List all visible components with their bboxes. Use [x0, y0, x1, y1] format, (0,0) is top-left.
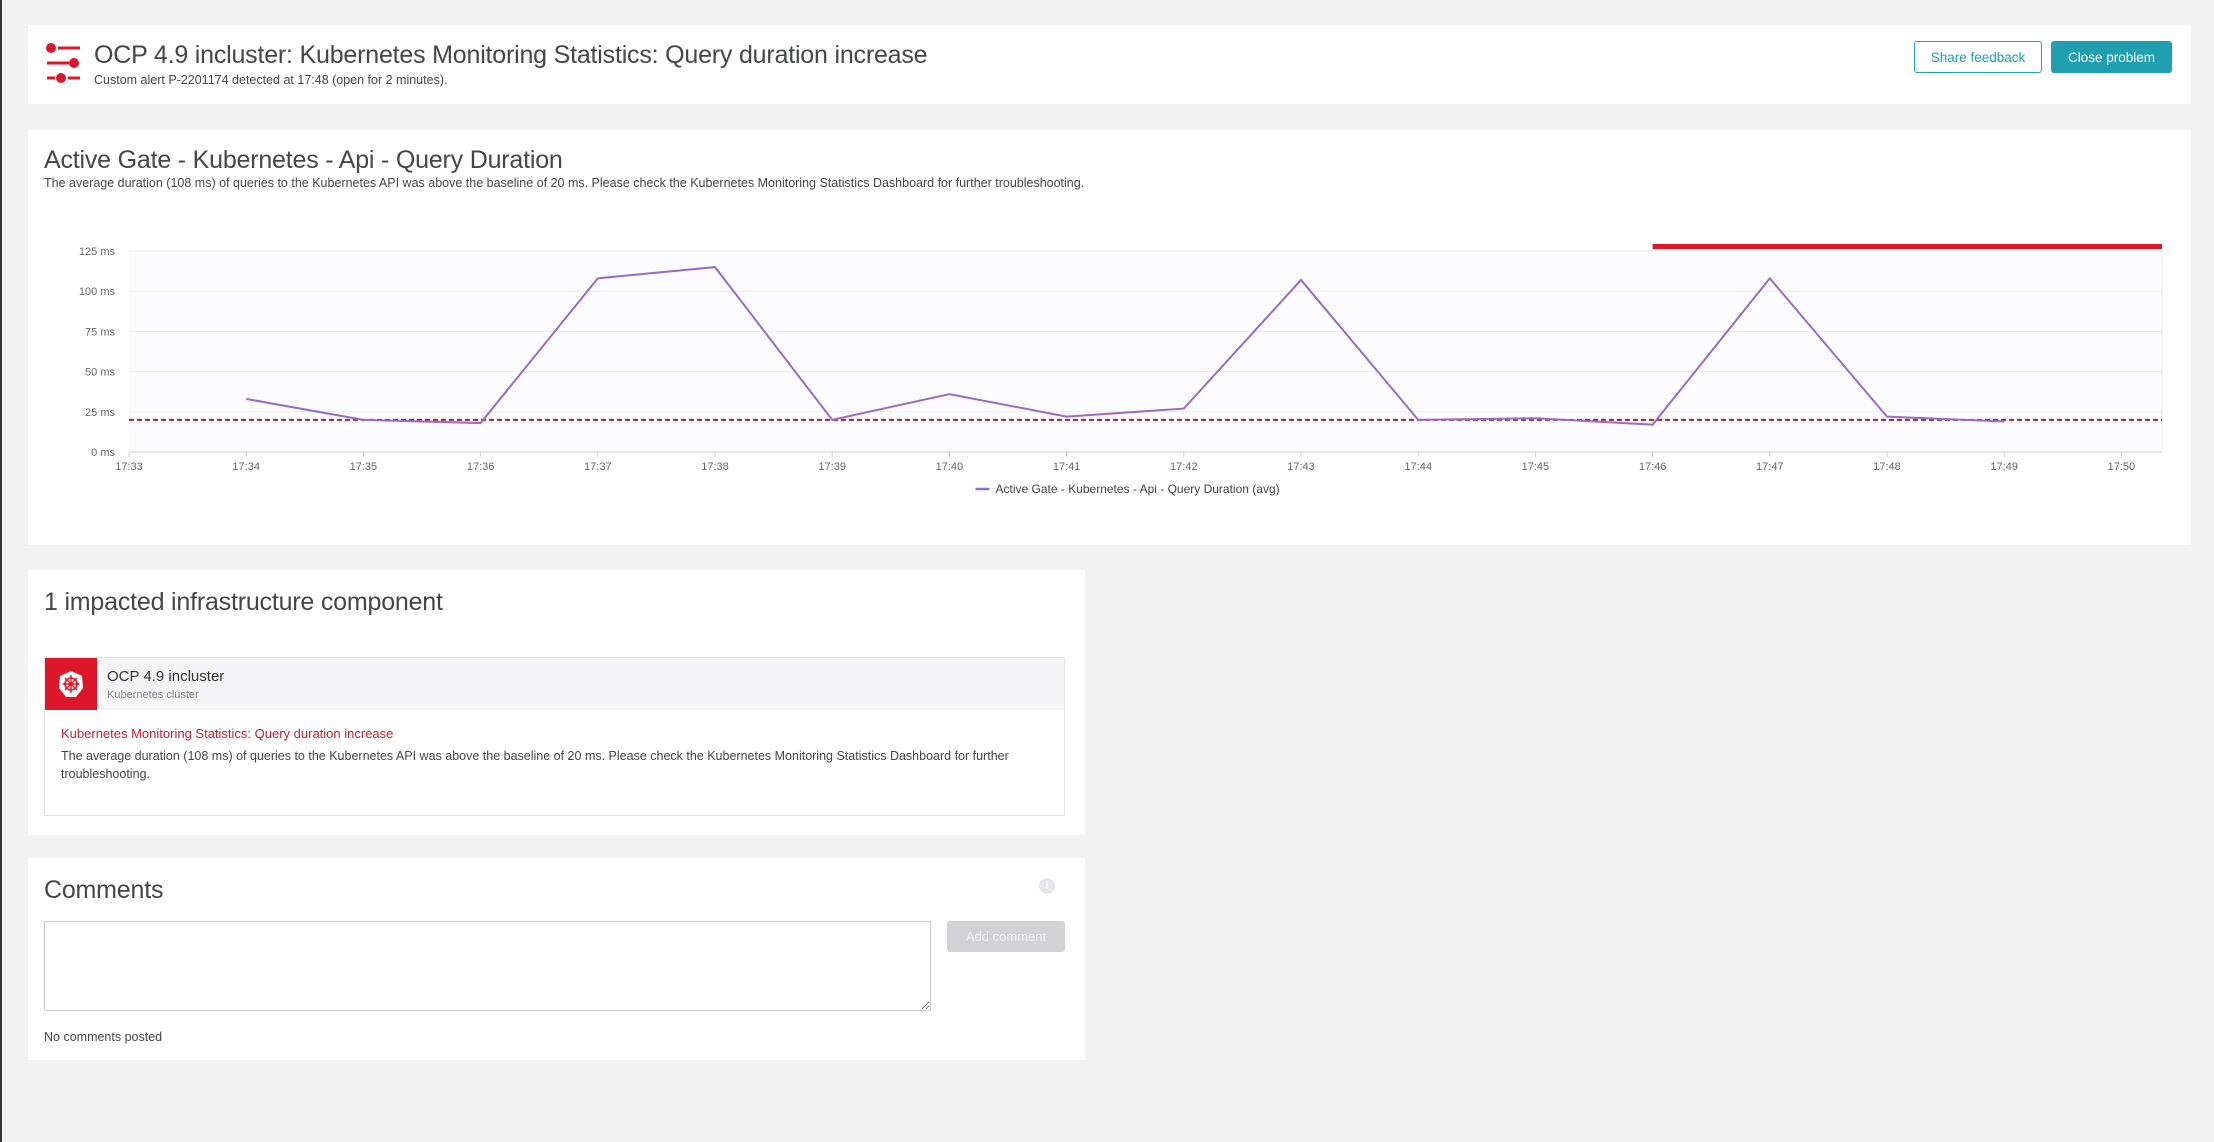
impacted-title: 1 impacted infrastructure component — [44, 588, 443, 616]
comments-title: Comments — [44, 876, 164, 904]
close-problem-button[interactable]: Close problem — [2051, 41, 2172, 73]
add-comment-button[interactable]: Add comment — [947, 921, 1065, 952]
chart-description: The average duration (108 ms) of queries… — [44, 176, 1085, 190]
x-tick-label: 17:50 — [2108, 461, 2136, 473]
y-tick-label: 50 ms — [85, 367, 115, 379]
problem-header: OCP 4.9 incluster: Kubernetes Monitoring… — [28, 25, 2191, 104]
component-type: Kubernetes cluster — [107, 688, 199, 701]
x-tick-label: 17:37 — [584, 461, 612, 473]
x-tick-label: 17:36 — [467, 461, 495, 473]
x-tick-label: 17:33 — [115, 461, 143, 473]
problem-subtitle: Custom alert P-2201174 detected at 17:48… — [94, 73, 448, 87]
x-tick-label: 17:41 — [1053, 461, 1081, 473]
x-tick-label: 17:35 — [350, 461, 378, 473]
x-tick-label: 17:40 — [936, 461, 964, 473]
impacted-components-card: 1 impacted infrastructure component OCP … — [28, 570, 1085, 835]
series-line — [246, 266, 2005, 426]
component-name[interactable]: OCP 4.9 incluster — [107, 667, 225, 685]
share-feedback-button[interactable]: Share feedback — [1914, 41, 2042, 73]
problem-window-bar — [1652, 244, 2162, 249]
x-tick-label: 17:43 — [1287, 461, 1315, 473]
x-tick-label: 17:39 — [818, 461, 846, 473]
no-comments-text: No comments posted — [44, 1030, 163, 1044]
custom-alert-sliders-icon — [46, 43, 80, 83]
x-tick-label: 17:34 — [232, 461, 260, 473]
x-tick-label: 17:44 — [1404, 461, 1432, 473]
event-description: The average duration (108 ms) of queries… — [61, 749, 1009, 781]
event-title-link[interactable]: Kubernetes Monitoring Statistics: Query … — [61, 726, 394, 741]
problem-title: OCP 4.9 incluster: Kubernetes Monitoring… — [94, 41, 928, 69]
legend-label: Active Gate - Kubernetes - Api - Query D… — [996, 482, 1280, 496]
y-tick-label: 100 ms — [79, 286, 116, 298]
comments-card: Comments i Add comment No comments poste… — [28, 858, 1085, 1060]
x-tick-label: 17:47 — [1756, 461, 1784, 473]
y-tick-label: 25 ms — [85, 407, 115, 419]
x-tick-label: 17:46 — [1639, 461, 1667, 473]
query-duration-chart: 0 ms 25 ms 50 ms 75 ms 100 ms 125 ms 17:33 17:3… — [79, 244, 2163, 496]
y-tick-label: 0 ms — [91, 447, 115, 459]
kubernetes-helm-icon — [45, 658, 97, 710]
x-tick-label: 17:48 — [1873, 461, 1901, 473]
info-icon[interactable]: i — [1039, 878, 1055, 894]
x-tick-label: 17:42 — [1170, 461, 1198, 473]
plot-area — [129, 251, 2162, 452]
chart-card: Active Gate - Kubernetes - Api - Query D… — [28, 130, 2191, 545]
chart-title: Active Gate - Kubernetes - Api - Query D… — [44, 146, 563, 174]
y-tick-label: 125 ms — [79, 246, 116, 258]
x-tick-label: 17:45 — [1522, 461, 1550, 473]
x-tick-label: 17:49 — [1990, 461, 2018, 473]
component-tile[interactable]: OCP 4.9 incluster Kubernetes cluster Kub… — [44, 657, 1065, 816]
x-tick-label: 17:38 — [701, 461, 729, 473]
comment-input[interactable] — [44, 921, 931, 1011]
y-tick-label: 75 ms — [85, 326, 115, 338]
